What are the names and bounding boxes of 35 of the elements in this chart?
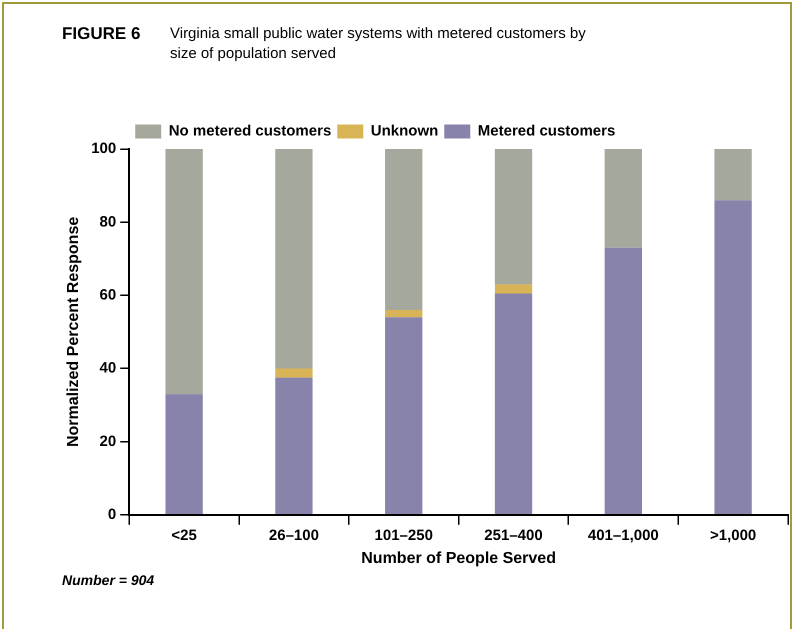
bar <box>385 310 422 318</box>
bar <box>385 317 422 514</box>
legend-label: Metered customers <box>478 122 616 140</box>
x-tick-label: 401–1,000 <box>588 526 659 544</box>
bar <box>714 149 752 200</box>
x-tick-label: <25 <box>171 526 197 544</box>
y-axis-title: Normalized Percent Response <box>65 216 82 448</box>
x-tick-label: 101–250 <box>374 526 433 544</box>
legend-label: No metered customers <box>168 122 332 140</box>
y-tick-label: 100 <box>91 140 116 158</box>
bar <box>494 293 532 514</box>
bar <box>165 149 203 394</box>
bar <box>165 394 203 514</box>
x-tick-label: 251–400 <box>484 526 543 544</box>
bar <box>604 248 642 514</box>
y-tick-label: 20 <box>100 432 116 450</box>
legend-label: Unknown <box>370 122 438 140</box>
bar <box>385 149 422 310</box>
bar <box>604 149 642 248</box>
bar <box>275 149 313 368</box>
y-tick-label: 0 <box>108 506 116 523</box>
bar <box>494 284 532 294</box>
chart-title: Virginia small public water systems with metered customers by size of population served <box>170 24 587 64</box>
bar <box>275 378 313 514</box>
text: Number = 904 <box>62 572 154 588</box>
bar <box>275 368 313 378</box>
y-tick-label: 80 <box>100 213 116 230</box>
bar <box>714 200 752 514</box>
y-tick-label: 40 <box>100 360 116 377</box>
x-tick-label: 26–100 <box>268 526 319 544</box>
caption: FIGURE 6 <box>62 24 140 44</box>
bar <box>494 149 532 284</box>
y-tick-label: 60 <box>100 286 116 304</box>
x-tick-label: >1,000 <box>710 526 756 544</box>
x-axis-title: Number of People Served <box>361 550 556 567</box>
